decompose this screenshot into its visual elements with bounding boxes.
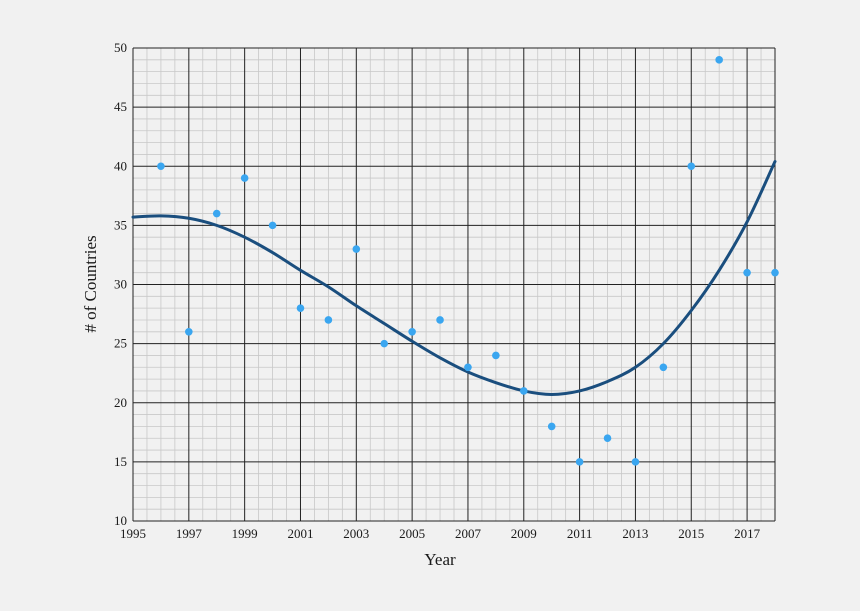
x-tick-label: 2003 [343,526,369,541]
tick-labels: 1995 1997 1999 2001 2003 2005 2007 2009 2011 2013… [114,40,761,541]
trendline [131,160,777,396]
x-tick-label: 1997 [176,526,203,541]
data-point [603,434,612,443]
data-point [687,162,696,171]
data-point [408,328,416,336]
data-point [352,245,361,253]
data-point [659,363,668,372]
y-tick-label: 20 [114,395,127,410]
data-point [268,221,277,230]
y-tick-label: 30 [114,277,127,292]
y-tick-label: 10 [114,513,127,528]
data-point [519,387,528,395]
data-point [436,316,444,324]
y-tick-label: 15 [114,454,127,469]
data-point [631,458,640,466]
y-axis-title: # of Countries [81,235,100,332]
y-tick-label: 50 [114,40,127,55]
x-tick-label: 2011 [567,526,593,541]
data-point [547,422,556,431]
data-point [296,304,305,312]
data-point [575,458,584,466]
data-points [157,56,779,466]
x-tick-label: 2001 [287,526,313,541]
x-tick-label: 2013 [622,526,648,541]
x-tick-label: 2017 [734,526,761,541]
y-tick-label: 40 [114,158,127,173]
data-point [715,56,723,64]
data-point [324,316,333,324]
x-tick-label: 2009 [511,526,537,541]
data-point [380,339,389,348]
y-tick-label: 45 [114,99,127,114]
data-point [464,363,472,372]
x-tick-label: 2005 [399,526,425,541]
data-point [492,351,500,360]
data-point [185,328,193,336]
grid [132,47,776,522]
x-tick-label: 2007 [455,526,482,541]
y-tick-label: 25 [114,336,127,351]
x-tick-label: 1999 [232,526,258,541]
x-tick-label: 1995 [120,526,146,541]
data-point [212,209,221,218]
y-tick-label: 35 [114,217,127,232]
data-point [240,174,249,182]
data-point [743,268,751,277]
data-point [157,162,165,171]
x-tick-label: 2015 [678,526,704,541]
data-point [771,268,779,277]
x-axis-title: Year [424,550,456,569]
